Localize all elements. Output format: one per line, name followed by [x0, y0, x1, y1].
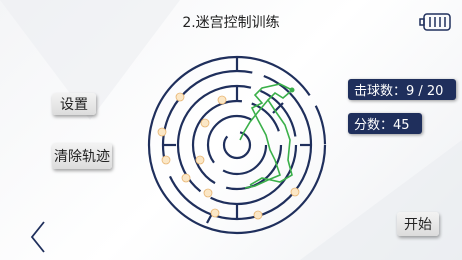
back-arrow[interactable] — [32, 222, 44, 252]
settings-button[interactable]: 设置 — [52, 93, 96, 115]
screen: 2.迷宫控制训练 设置 清除轨迹 开始 击球数：9 / 20 分数：45 — [0, 0, 462, 260]
start-button[interactable]: 开始 — [397, 212, 439, 236]
clear-track-button[interactable]: 清除轨迹 — [52, 143, 112, 169]
page-title: 2.迷宫控制训练 — [0, 12, 462, 32]
hit-count-badge: 击球数：9 / 20 — [348, 79, 456, 100]
maze — [149, 57, 325, 233]
ball — [290, 88, 295, 93]
score-badge: 分数：45 — [348, 113, 422, 134]
